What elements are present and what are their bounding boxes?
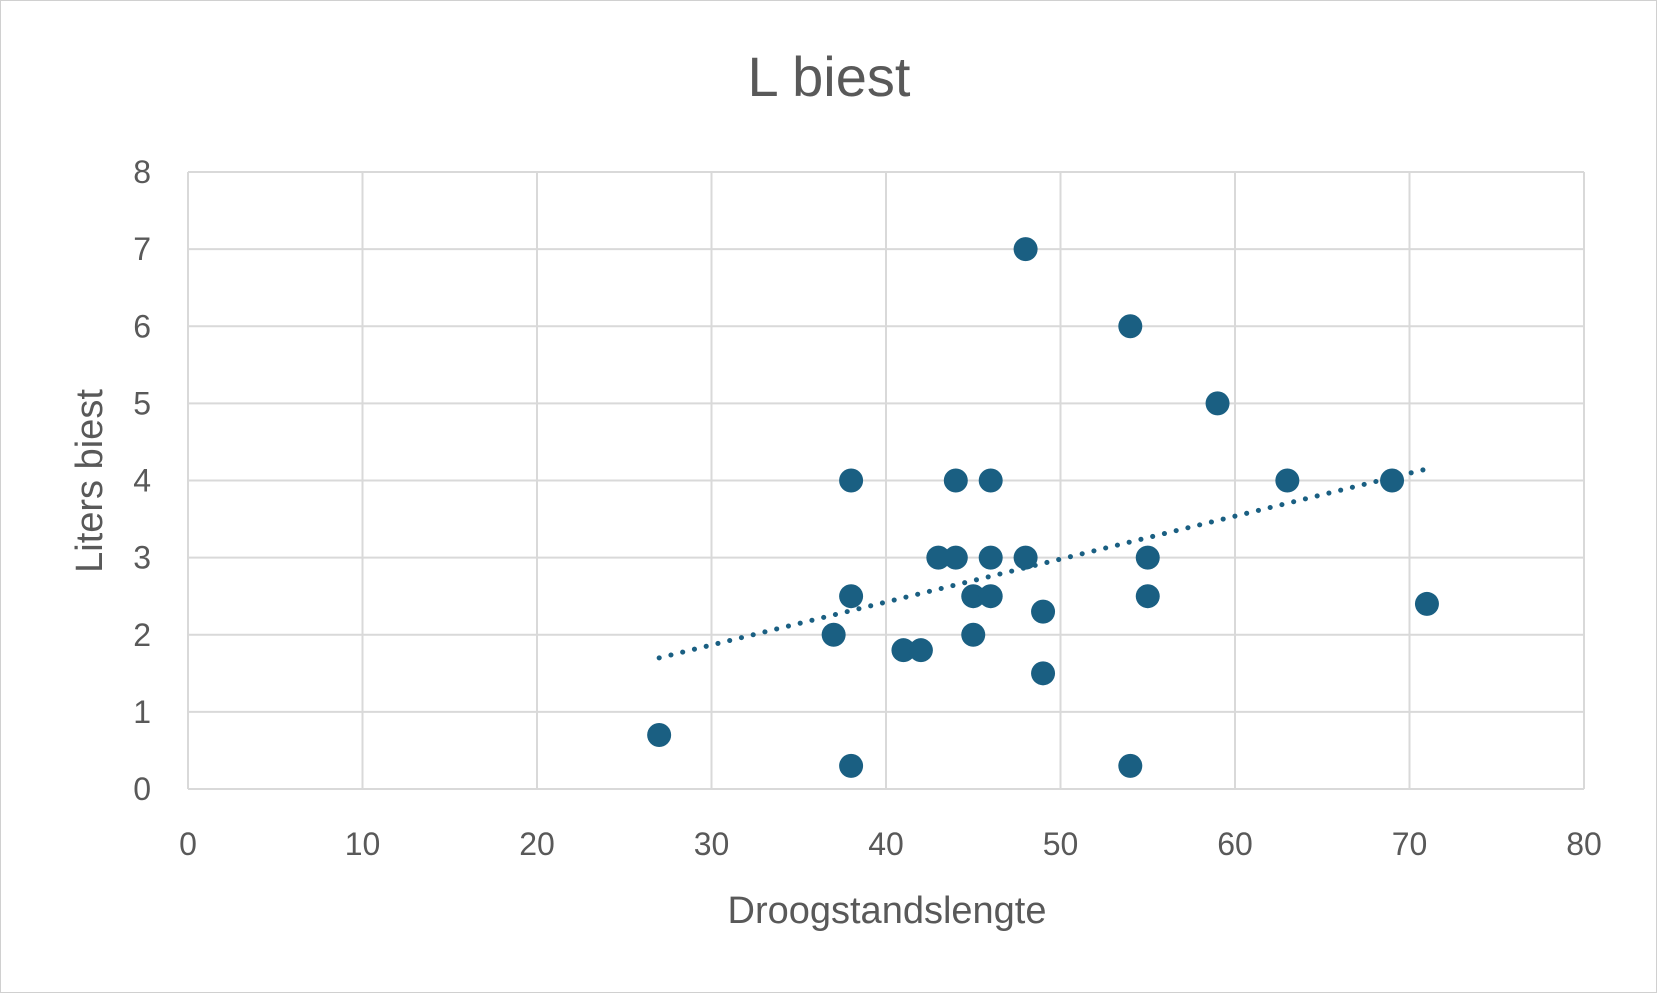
data-point	[1414, 591, 1439, 616]
x-tick-label: 60	[1217, 826, 1253, 862]
data-point	[1135, 584, 1160, 609]
data-point	[926, 545, 951, 570]
data-point	[943, 545, 968, 570]
data-point	[1031, 599, 1056, 624]
gridlines	[187, 171, 1585, 790]
y-tick-label: 8	[133, 154, 151, 190]
data-point	[1013, 545, 1038, 570]
x-tick-label: 0	[179, 826, 197, 862]
y-tick-label: 7	[133, 231, 151, 267]
x-tick-label: 40	[868, 826, 904, 862]
data-point	[1118, 314, 1143, 339]
data-point	[1380, 468, 1405, 493]
y-tick-label: 5	[133, 385, 151, 421]
y-tick-label: 4	[133, 463, 151, 499]
y-axis-title: Liters biest	[69, 389, 111, 573]
x-tick-label: 50	[1043, 826, 1079, 862]
data-point	[1013, 237, 1038, 262]
chart-title: L biest	[748, 45, 911, 108]
data-point	[978, 584, 1003, 609]
data-point	[1031, 661, 1056, 686]
data-point	[839, 584, 864, 609]
data-point	[961, 584, 986, 609]
data-point	[891, 638, 916, 663]
data-point	[1118, 753, 1143, 778]
data-points	[647, 237, 1439, 778]
x-tick-label: 30	[694, 826, 730, 862]
data-point	[647, 723, 672, 748]
y-tick-label: 1	[133, 694, 151, 730]
data-point	[1275, 468, 1300, 493]
data-point	[978, 545, 1003, 570]
x-tick-label: 70	[1392, 826, 1428, 862]
y-tick-label: 0	[133, 771, 151, 807]
x-tick-label: 10	[345, 826, 381, 862]
data-point	[1135, 545, 1160, 570]
data-point	[1205, 391, 1230, 416]
data-point	[978, 468, 1003, 493]
y-tick-label: 3	[133, 540, 151, 576]
data-point	[908, 638, 933, 663]
x-tick-label: 20	[519, 826, 555, 862]
tick-labels: 0 10 20 30 40 50 60 70 80 0 1 2 3 4 5 6 7 8	[133, 154, 1602, 862]
y-tick-label: 6	[133, 308, 151, 344]
data-point	[839, 468, 864, 493]
data-point	[821, 622, 846, 647]
x-tick-label: 80	[1566, 826, 1602, 862]
data-point	[943, 468, 968, 493]
trendline-layer	[656, 466, 1430, 661]
data-point	[961, 622, 986, 647]
y-tick-label: 2	[133, 617, 151, 653]
data-point	[839, 753, 864, 778]
x-axis-title: Droogstandslengte	[728, 890, 1047, 932]
trendline	[656, 466, 1430, 661]
